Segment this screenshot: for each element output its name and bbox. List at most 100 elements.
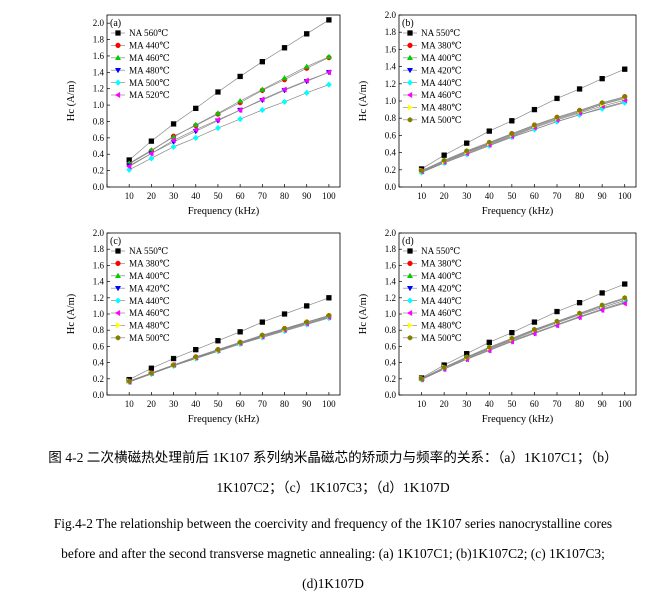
y-tick-label: 0.8 — [385, 113, 397, 123]
x-tick-label: 80 — [575, 191, 585, 201]
series-8 — [419, 94, 628, 174]
legend-entry: MA 520℃ — [129, 90, 170, 100]
x-tick-label: 90 — [302, 191, 312, 201]
data-point — [441, 157, 447, 164]
data-point — [259, 86, 266, 92]
data-point — [170, 121, 177, 127]
data-point — [486, 139, 492, 145]
legend-marker — [406, 272, 414, 278]
data-point — [260, 332, 265, 338]
plot-frame — [106, 14, 341, 188]
x-tick-label: 80 — [280, 191, 290, 201]
legend-entry: MA 380℃ — [421, 41, 462, 51]
data-point — [215, 89, 221, 95]
legend: NA 550℃ MA 380℃ MA 400℃ MA 420℃ MA 440℃ MA 46… — [403, 28, 462, 125]
data-point — [171, 362, 176, 368]
y-tick-label: 0.0 — [93, 182, 105, 192]
legend-marker — [115, 260, 121, 267]
y-tick-label: 1.8 — [93, 244, 105, 254]
data-point — [531, 319, 538, 325]
legend-entry: MA 380℃ — [129, 259, 170, 269]
x-tick-label: 10 — [125, 191, 135, 201]
data-point — [325, 53, 332, 59]
data-point — [464, 148, 470, 154]
data-point — [148, 138, 155, 144]
data-point — [599, 290, 605, 296]
x-tick-label: 100 — [618, 191, 632, 201]
y-tick-label: 1.6 — [385, 44, 397, 54]
legend-entry: MA 480℃ — [421, 321, 462, 331]
y-tick-label: 1.8 — [385, 27, 397, 37]
chart-panel-3: 0.0 0.2 0.4 0.6 0.8 1.0 1.2 1.4 1.6 1.8 2.0 10 20 30 4… — [66, 228, 341, 425]
data-point — [576, 86, 583, 92]
x-tick-label: 100 — [618, 399, 632, 409]
data-point — [577, 310, 582, 316]
data-point — [192, 134, 199, 142]
x-tick-label: 60 — [236, 191, 246, 201]
data-point — [532, 326, 537, 333]
y-tick-label: 1.8 — [93, 35, 105, 45]
data-point — [281, 98, 288, 106]
x-tick-label: 30 — [462, 191, 472, 201]
data-point — [237, 97, 244, 104]
y-axis-label: Hc (A/m) — [66, 293, 77, 334]
legend-marker — [407, 248, 413, 254]
y-tick-label: 1.4 — [385, 277, 397, 287]
legend-marker — [407, 260, 413, 267]
series-line — [128, 19, 330, 161]
legend-marker — [406, 91, 413, 99]
caption-en-line1: Fig.4-2 The relationship between the coe… — [53, 516, 613, 531]
legend-entry: MA 420℃ — [421, 65, 462, 75]
legend-marker — [114, 272, 122, 278]
x-tick-label: 40 — [485, 191, 495, 201]
y-tick-label: 2.0 — [385, 10, 397, 20]
y-tick-label: 1.8 — [385, 244, 397, 254]
x-tick-label: 80 — [280, 399, 290, 409]
y-tick-label: 1.0 — [385, 309, 397, 319]
x-tick-label: 50 — [507, 399, 517, 409]
series-1 — [126, 17, 332, 163]
x-tick-label: 40 — [485, 399, 495, 409]
data-point — [464, 140, 470, 146]
data-point — [281, 86, 287, 93]
x-tick-label: 40 — [191, 191, 201, 201]
data-point — [621, 300, 627, 307]
legend-marker — [115, 297, 121, 304]
data-point — [304, 319, 310, 325]
x-tick-label: 20 — [147, 399, 157, 409]
y-tick-label: 2.0 — [385, 228, 397, 238]
data-point — [304, 303, 310, 309]
data-point — [237, 115, 244, 123]
legend-marker — [406, 54, 414, 60]
data-point — [303, 89, 310, 97]
caption-cn-line2: 1K107C2；（c）1K107C3；（d）1K107D — [216, 480, 450, 495]
data-point — [509, 335, 515, 341]
y-tick-label: 1.6 — [93, 260, 105, 270]
data-point — [531, 106, 538, 113]
legend-marker — [114, 286, 122, 292]
legend-entry: NA 560℃ — [129, 28, 168, 38]
series-line — [421, 96, 625, 171]
x-tick-label: 10 — [125, 399, 135, 409]
x-axis-label: Frequency (kHz) — [188, 206, 260, 217]
y-tick-label: 0.6 — [385, 341, 397, 351]
y-tick-label: 0.6 — [93, 341, 105, 351]
legend-entry: MA 500℃ — [129, 78, 170, 88]
legend-marker — [115, 248, 121, 254]
legend-marker — [114, 91, 121, 99]
legend-entry: MA 400℃ — [129, 271, 170, 281]
y-tick-label: 0.8 — [93, 325, 105, 335]
data-point — [126, 163, 132, 170]
data-point — [148, 155, 155, 162]
data-point — [193, 105, 199, 112]
y-tick-label: 0.8 — [385, 325, 397, 335]
data-point — [599, 302, 605, 308]
y-tick-label: 2.0 — [93, 18, 105, 28]
series-line — [129, 84, 330, 171]
data-point — [464, 354, 470, 360]
data-point — [599, 75, 605, 82]
data-point — [486, 128, 492, 134]
legend-entry: MA 440℃ — [421, 296, 462, 306]
series-line — [421, 297, 625, 380]
x-tick-label: 90 — [302, 399, 312, 409]
